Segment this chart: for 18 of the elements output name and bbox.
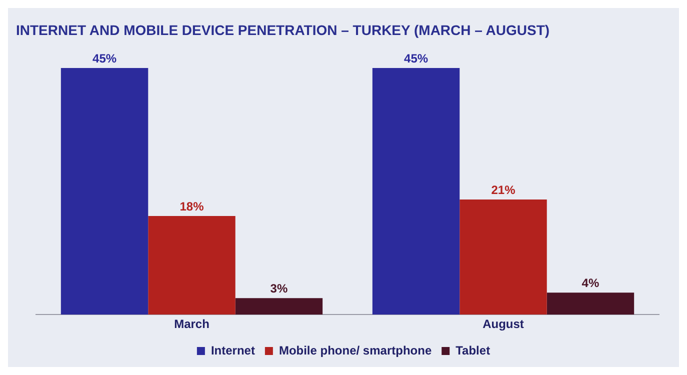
data-label: 21% xyxy=(491,182,516,197)
x-tick-label: August xyxy=(482,317,524,332)
legend-label: Mobile phone/ smartphone xyxy=(278,343,432,358)
bar xyxy=(372,68,460,315)
legend-label: Internet xyxy=(210,343,255,358)
data-label: 45% xyxy=(404,51,428,66)
bar xyxy=(60,68,148,315)
bar xyxy=(148,216,236,315)
data-label: 3% xyxy=(270,281,288,296)
bar xyxy=(235,298,323,315)
x-tick-label: March xyxy=(174,317,210,332)
bar xyxy=(546,292,634,315)
legend-label: Tablet xyxy=(456,343,490,358)
chart-title: INTERNET AND MOBILE DEVICE PENETRATION – TURKEY (MARCH – AUGUST) xyxy=(15,21,551,40)
data-label: 18% xyxy=(180,199,204,214)
data-label: 45% xyxy=(92,51,117,66)
data-label: 4% xyxy=(582,276,600,290)
bar xyxy=(460,200,547,315)
